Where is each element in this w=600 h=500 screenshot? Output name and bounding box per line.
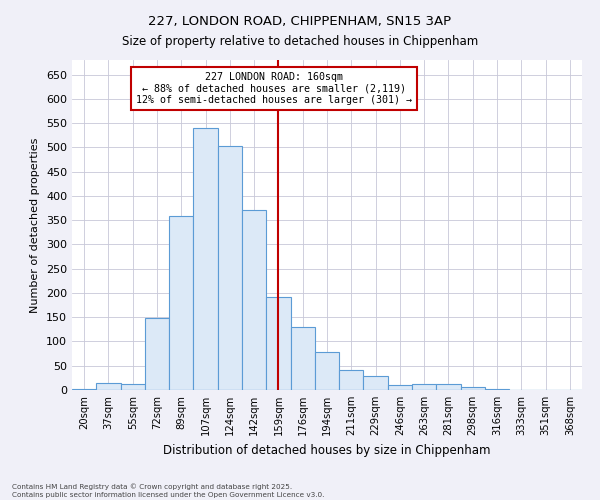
Bar <box>339 370 364 390</box>
Bar <box>242 210 266 390</box>
Bar <box>315 352 339 390</box>
Y-axis label: Number of detached properties: Number of detached properties <box>31 138 40 312</box>
Text: Size of property relative to detached houses in Chippenham: Size of property relative to detached ho… <box>122 35 478 48</box>
Bar <box>96 382 121 390</box>
Bar <box>169 216 193 390</box>
Bar <box>485 389 509 390</box>
Bar <box>290 327 315 390</box>
Text: 227 LONDON ROAD: 160sqm
← 88% of detached houses are smaller (2,119)
12% of semi: 227 LONDON ROAD: 160sqm ← 88% of detache… <box>136 72 412 106</box>
Bar <box>121 384 145 390</box>
Bar <box>72 388 96 390</box>
Text: Contains HM Land Registry data © Crown copyright and database right 2025.
Contai: Contains HM Land Registry data © Crown c… <box>12 484 325 498</box>
Bar <box>145 318 169 390</box>
Bar <box>266 297 290 390</box>
Bar <box>461 386 485 390</box>
Bar <box>364 376 388 390</box>
X-axis label: Distribution of detached houses by size in Chippenham: Distribution of detached houses by size … <box>163 444 491 456</box>
Bar <box>436 384 461 390</box>
Bar <box>412 384 436 390</box>
Bar <box>218 146 242 390</box>
Text: 227, LONDON ROAD, CHIPPENHAM, SN15 3AP: 227, LONDON ROAD, CHIPPENHAM, SN15 3AP <box>148 15 452 28</box>
Bar <box>388 384 412 390</box>
Bar <box>193 128 218 390</box>
